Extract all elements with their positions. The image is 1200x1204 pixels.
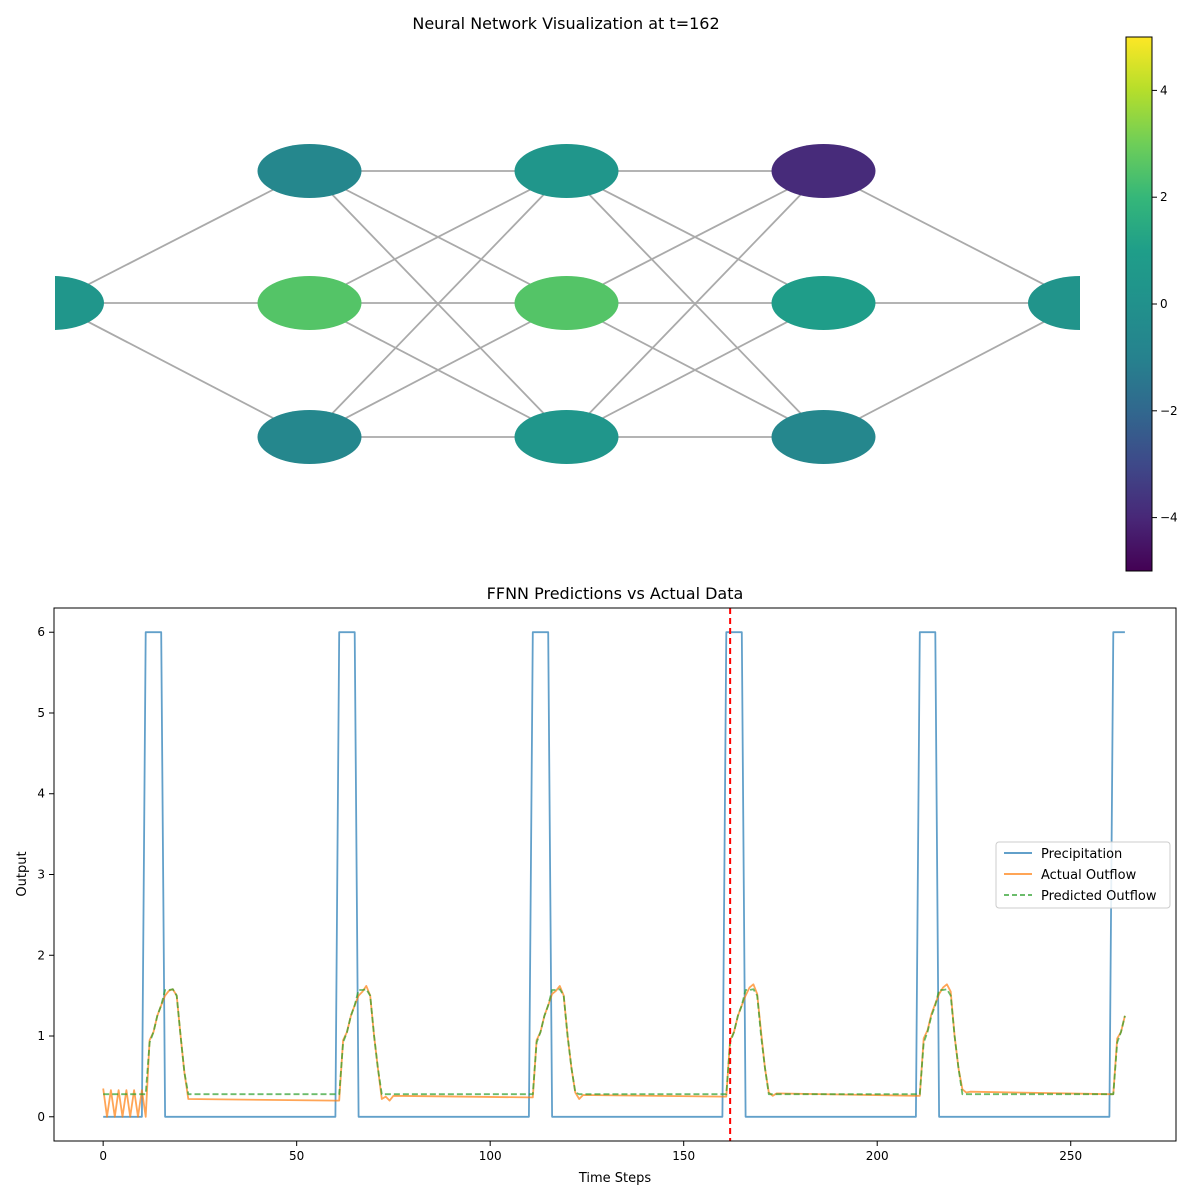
network-panel: Neural Network Visualization at t=162 bbox=[55, 14, 1080, 464]
edge-l2n2-l3n1 bbox=[566, 302, 824, 438]
edge-l0n0-l1n2 bbox=[55, 303, 310, 438]
node-layer3-0 bbox=[771, 144, 876, 198]
node-layer3-1 bbox=[771, 276, 876, 330]
y-tick-label: 5 bbox=[37, 706, 45, 720]
series-line-precipitation bbox=[103, 631, 1125, 1118]
edge-l2n2-l3n0 bbox=[565, 170, 825, 438]
network-nodes bbox=[55, 144, 1080, 464]
node-layer2-2 bbox=[514, 410, 619, 464]
x-tick-label: 250 bbox=[1059, 1149, 1082, 1163]
y-tick-label: 2 bbox=[37, 948, 45, 962]
x-axis-label: Time Steps bbox=[578, 1171, 652, 1186]
node-layer4-0 bbox=[1028, 276, 1080, 330]
colorbar-tick-label: 4 bbox=[1160, 83, 1168, 97]
legend: Precipitation Actual Outflow Predicted O… bbox=[995, 841, 1171, 909]
x-tick-label: 0 bbox=[99, 1149, 107, 1163]
node-layer0-0 bbox=[55, 276, 104, 330]
x-tick-label: 150 bbox=[672, 1149, 695, 1163]
x-tick-label: 200 bbox=[866, 1149, 889, 1163]
colorbar-ticks: −4 −2 0 2 4 bbox=[1152, 83, 1178, 525]
legend-label-actual-outflow: Actual Outflow bbox=[1041, 868, 1137, 883]
y-tick-label: 6 bbox=[37, 625, 45, 639]
series-line-predicted-outflow bbox=[103, 988, 1126, 1096]
y-axis-ticks: 0 1 2 3 4 5 6 bbox=[37, 625, 54, 1124]
colorbar-tick-label: −2 bbox=[1160, 404, 1178, 418]
node-layer2-1 bbox=[514, 276, 619, 330]
x-tick-label: 100 bbox=[479, 1149, 502, 1163]
edge-l1n2-l2n1 bbox=[309, 302, 567, 438]
edge-l0n0-l1n0 bbox=[55, 170, 310, 303]
node-layer1-2 bbox=[257, 410, 362, 464]
line-series-group bbox=[102, 631, 1126, 1118]
legend-label-predicted-outflow: Predicted Outflow bbox=[1041, 889, 1157, 904]
node-layer2-0 bbox=[514, 144, 619, 198]
legend-label-precipitation: Precipitation bbox=[1041, 847, 1122, 862]
series-line-actual-outflow bbox=[102, 983, 1126, 1118]
colorbar-tick-label: 2 bbox=[1160, 190, 1168, 204]
colorbar-tick-label: −4 bbox=[1160, 511, 1178, 525]
node-layer1-0 bbox=[257, 144, 362, 198]
y-tick-label: 3 bbox=[37, 868, 45, 882]
x-tick-label: 50 bbox=[289, 1149, 304, 1163]
edge-l1n1-l2n0 bbox=[309, 170, 567, 304]
y-tick-label: 1 bbox=[37, 1029, 45, 1043]
line-chart-panel: FFNN Predictions vs Actual Data 0 50 100 15… bbox=[15, 584, 1177, 1186]
colorbar-tick-label: 0 bbox=[1160, 297, 1168, 311]
colorbar: −4 −2 0 2 4 bbox=[1125, 36, 1178, 572]
network-title: Neural Network Visualization at t=162 bbox=[412, 14, 719, 33]
colorbar-gradient bbox=[1125, 36, 1153, 572]
y-tick-label: 4 bbox=[37, 787, 45, 801]
edge-l3n2-l4n0 bbox=[823, 302, 1080, 438]
edge-l1n2-l2n0 bbox=[308, 170, 568, 438]
x-axis-ticks: 0 50 100 150 200 250 bbox=[99, 1141, 1082, 1163]
legend-box bbox=[995, 841, 1171, 909]
edge-l3n0-l4n0 bbox=[823, 170, 1080, 304]
node-layer1-1 bbox=[257, 276, 362, 330]
y-tick-label: 0 bbox=[37, 1110, 45, 1124]
y-axis-label: Output bbox=[15, 851, 30, 896]
edge-l2n1-l3n0 bbox=[566, 170, 824, 304]
node-layer3-2 bbox=[771, 410, 876, 464]
line-chart-title: FFNN Predictions vs Actual Data bbox=[487, 584, 744, 603]
